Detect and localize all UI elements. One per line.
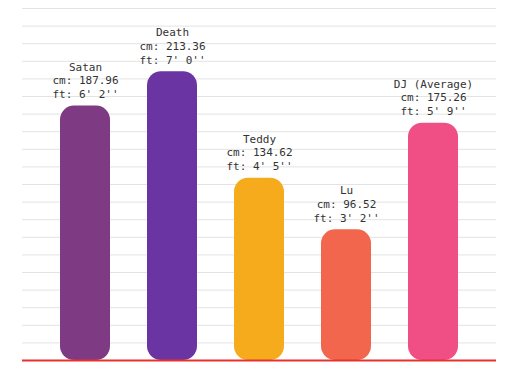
svg-text:DJ (Average)cm: 175.26ft: 5' 9: DJ (Average)cm: 175.26ft: 5' 9'' bbox=[394, 78, 473, 119]
svg-text:Deathcm: 213.36ft: 7' 0'': Deathcm: 213.36ft: 7' 0'' bbox=[139, 26, 205, 67]
svg-text:Satancm: 187.96ft: 6' 2'': Satancm: 187.96ft: 6' 2'' bbox=[52, 61, 118, 102]
svg-text:Lucm: 96.52ft: 3' 2'': Lucm: 96.52ft: 3' 2'' bbox=[313, 184, 379, 225]
svg-text:Teddycm: 134.62ft: 4' 5'': Teddycm: 134.62ft: 4' 5'' bbox=[226, 133, 292, 174]
